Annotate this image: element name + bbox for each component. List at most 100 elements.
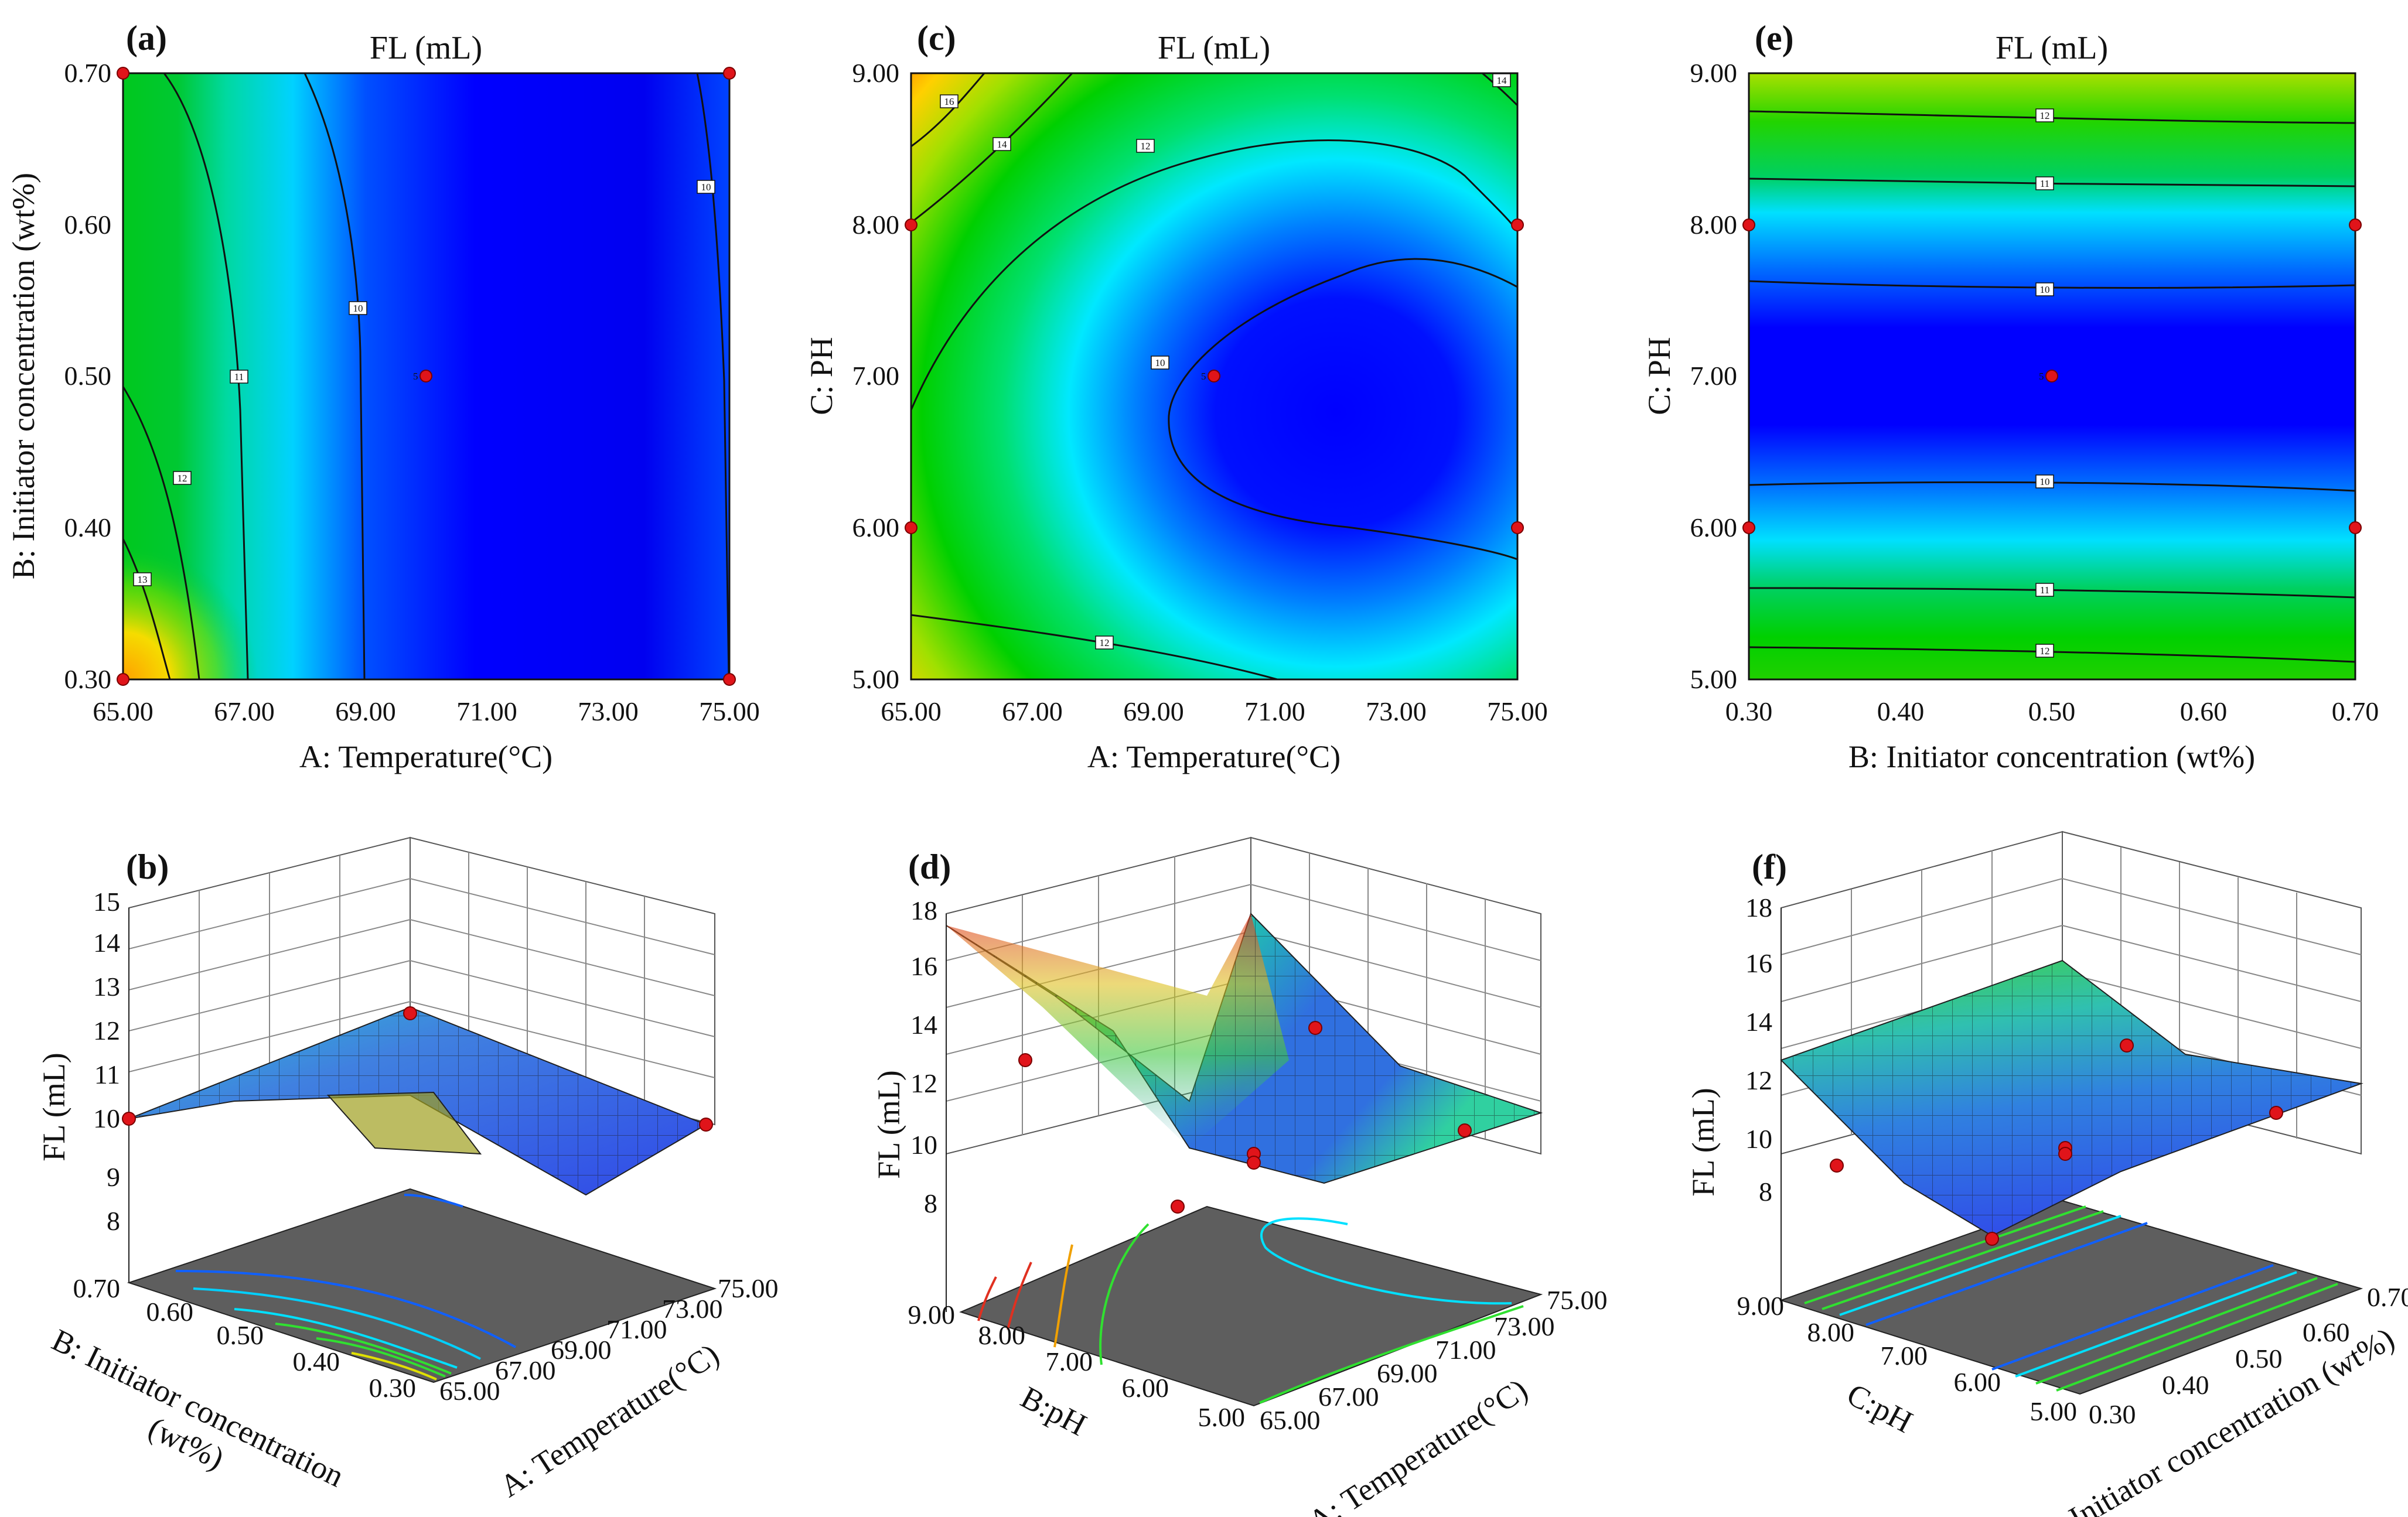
panel-f-surface-mesh: [1781, 961, 2361, 1236]
right-tick: 73.00: [1494, 1311, 1555, 1341]
panel-e-contour-label: 10: [2040, 476, 2050, 487]
design-point: [2349, 521, 2362, 534]
left-tick: 0.40: [293, 1347, 340, 1376]
y-tick: 0.70: [64, 58, 112, 88]
x-tick: 71.00: [456, 696, 517, 726]
panel-a-contour-12: [123, 386, 200, 679]
x-tick: 67.00: [214, 696, 275, 726]
panel-e-contour-label: 12: [2040, 110, 2050, 121]
x-tick: 0.30: [1725, 696, 1773, 726]
x-tick: 0.40: [1877, 696, 1925, 726]
panel-d: 8 10 12 14 16 18 FL (mL) 9.00 8.00 7.00 …: [871, 836, 1608, 1517]
left-tick: 0.70: [73, 1273, 121, 1303]
panel-c-contour-label: 16: [944, 96, 954, 107]
panel-d-z-label: FL (mL): [871, 1070, 906, 1178]
panel-f-floor: [1779, 1200, 2363, 1395]
panel-f-z-label: FL (mL): [1686, 1088, 1721, 1196]
panel-c-x-label: A: Temperature(°C): [1087, 739, 1341, 774]
right-tick: 0.40: [2162, 1370, 2209, 1400]
panel-d-floor: [959, 1205, 1543, 1407]
panel-c-contour-label: 10: [1155, 357, 1165, 368]
panel-a-contour-label: 10: [353, 303, 363, 314]
panel-c-contour-label: 14: [997, 139, 1008, 150]
panel-a-contour-label: 10: [701, 182, 711, 193]
z-tick: 8: [1759, 1177, 1772, 1207]
panel-f-right-ticks: 0.30 0.40 0.50 0.60 0.70: [2089, 1282, 2408, 1429]
left-tick: 0.60: [146, 1297, 194, 1327]
right-tick: 0.60: [2303, 1317, 2350, 1347]
design-point: [2120, 1038, 2134, 1053]
left-tick: 0.30: [369, 1373, 417, 1403]
design-point: [117, 67, 129, 80]
panel-a-frame: [122, 72, 731, 681]
design-point: [1742, 218, 1755, 231]
panel-a-contour-label: 11: [234, 371, 244, 382]
panel-e-frame: [1748, 72, 2356, 681]
panel-a-label: (a): [126, 19, 167, 57]
panel-a-x-ticks: 65.00 67.00 69.00 71.00 73.00 75.00: [93, 696, 760, 726]
panel-e-y-ticks: 5.00 6.00 7.00 8.00 9.00: [1690, 58, 1738, 694]
panel-c-contour-label: 12: [1100, 637, 1110, 648]
z-tick: 8: [107, 1206, 120, 1236]
panel-c-contour-14-corner: [1482, 73, 1517, 107]
x-tick: 69.00: [335, 696, 396, 726]
z-tick: 12: [93, 1016, 120, 1046]
panel-c-y-label: C: PH: [804, 337, 839, 415]
z-tick: 14: [93, 928, 120, 958]
y-tick: 6.00: [1690, 512, 1738, 542]
panel-e-contour-label: 10: [2040, 284, 2050, 295]
design-point: [1458, 1123, 1472, 1137]
z-tick: 11: [94, 1060, 120, 1089]
panel-c-title: FL (mL): [1158, 30, 1270, 66]
panel-f-left-label: C:pH: [1841, 1376, 1919, 1440]
y-tick: 8.00: [852, 210, 900, 240]
panel-c-contour-10: [1168, 258, 1517, 561]
panel-b-floor-contours: [175, 1194, 516, 1381]
z-tick: 16: [1745, 948, 1772, 978]
x-tick: 65.00: [93, 696, 154, 726]
panel-b-design-points: [122, 1006, 713, 1132]
right-tick: 0.50: [2235, 1344, 2283, 1374]
panel-a-contour-label: 13: [138, 574, 148, 585]
y-tick: 0.50: [64, 361, 112, 391]
z-tick: 14: [1745, 1007, 1772, 1037]
design-point: [1018, 1053, 1032, 1067]
panel-b-surface-mesh: [129, 1007, 706, 1195]
panel-c-design-points: [905, 218, 1524, 534]
right-tick: 71.00: [1435, 1335, 1496, 1365]
panel-a-design-points: [117, 67, 736, 686]
panel-e-contour-label: 12: [2040, 645, 2050, 657]
design-point: [699, 1118, 713, 1132]
panel-e: 12 11 10 10 11 12 5 0.30 0.40 0.50 0.60 …: [1642, 19, 2379, 774]
z-tick: 10: [93, 1103, 120, 1133]
z-tick: 9: [107, 1162, 120, 1192]
z-tick: 18: [910, 896, 937, 925]
panel-d-label: (d): [908, 848, 951, 886]
right-tick: 75.00: [718, 1273, 779, 1303]
left-tick: 6.00: [1954, 1367, 2001, 1397]
panel-a-title: FL (mL): [370, 30, 482, 66]
y-tick: 7.00: [852, 361, 900, 391]
x-tick: 0.70: [2332, 696, 2379, 726]
panel-c: 16 14 12 10 12 14 5 65.00 67.00 69.00 71…: [804, 19, 1548, 774]
z-tick: 12: [910, 1068, 937, 1098]
center-point-count: 5: [413, 371, 418, 382]
design-point: [1308, 1021, 1322, 1035]
right-tick: 71.00: [606, 1314, 667, 1344]
design-point: [1171, 1200, 1185, 1214]
panel-c-y-ticks: 5.00 6.00 7.00 8.00 9.00: [852, 58, 900, 694]
right-tick: 0.70: [2367, 1282, 2408, 1312]
right-tick: 0.30: [2089, 1399, 2136, 1429]
left-tick: 5.00: [1198, 1402, 1246, 1432]
panel-d-left-label: B:pH: [1015, 1379, 1093, 1443]
design-point: [419, 370, 432, 382]
panel-f-label: (f): [1752, 848, 1787, 886]
z-tick: 18: [1745, 893, 1772, 922]
panel-b-surface-fold: [326, 1091, 482, 1155]
design-point: [1985, 1232, 1999, 1246]
panel-b-z-ticks: 8 9 10 11 12 13 14 15: [93, 887, 120, 1236]
x-tick: 73.00: [1366, 696, 1427, 726]
panel-a-contour-label: 12: [178, 473, 187, 484]
left-tick: 8.00: [1807, 1317, 1855, 1347]
center-point-count: 5: [2039, 371, 2044, 382]
